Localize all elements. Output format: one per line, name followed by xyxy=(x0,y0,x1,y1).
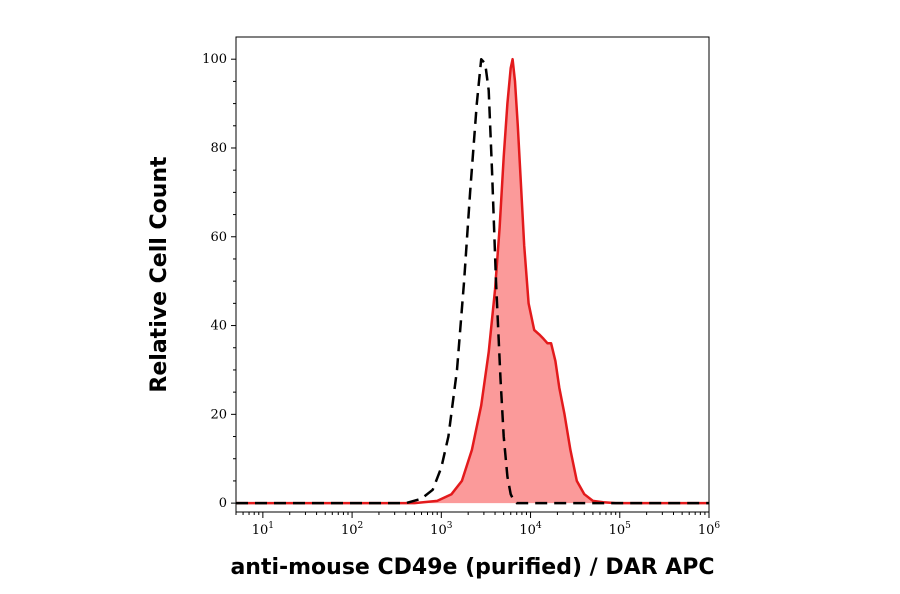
x-axis-title: anti-mouse CD49e (purified) / DAR APC xyxy=(230,555,714,580)
y-tick-label: 60 xyxy=(210,230,227,245)
x-tick-label: 102 xyxy=(341,521,363,538)
control-histogram-line xyxy=(236,57,709,505)
y-tick-label: 40 xyxy=(210,319,227,334)
x-tick-label: 104 xyxy=(519,521,542,538)
x-tick-label: 101 xyxy=(252,521,274,538)
y-tick-label: 20 xyxy=(210,407,227,422)
sample-histogram-line xyxy=(236,57,709,505)
plot-frame xyxy=(235,36,710,513)
x-axis: 101 102 103 104 105 106 xyxy=(235,512,721,538)
x-tick-label: 103 xyxy=(430,521,453,538)
series-layer xyxy=(236,57,709,505)
y-tick-label: 100 xyxy=(202,52,227,67)
y-axis-title: Relative Cell Count xyxy=(147,156,172,393)
sample-histogram-fill xyxy=(236,59,709,504)
y-tick-label: 80 xyxy=(210,141,227,156)
x-tick-label: 105 xyxy=(609,521,632,538)
x-tick-label: 106 xyxy=(698,521,721,538)
y-tick-label: 0 xyxy=(219,496,227,511)
y-axis: 0 20 40 60 80 100 xyxy=(202,52,236,511)
